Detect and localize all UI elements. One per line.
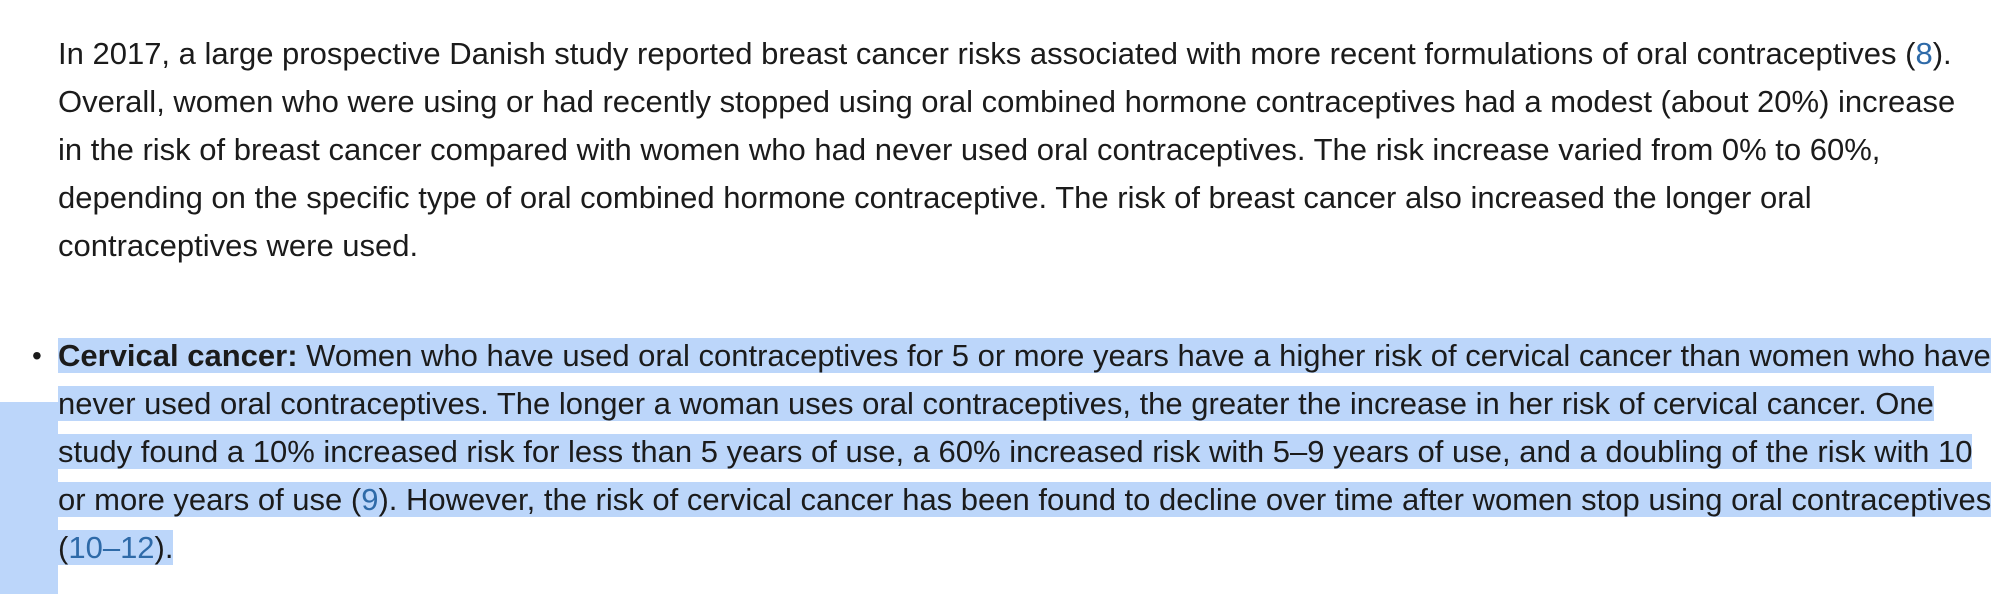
selection-margin-line-3 [0, 450, 58, 498]
list-item-text-3: ). [154, 530, 174, 565]
reference-link-9[interactable]: 9 [361, 482, 379, 517]
selection-margin-line-4 [0, 498, 58, 546]
reference-range-dash: – [102, 530, 121, 565]
paragraph-text-2: ). Overall, women who were using or had … [58, 36, 1956, 263]
list-item-heading: Cervical cancer: [58, 338, 298, 373]
list-item-text-1: Women who have used oral contraceptives … [58, 338, 1991, 517]
reference-link-8[interactable]: 8 [1915, 36, 1933, 71]
bullet-icon: • [32, 340, 42, 371]
selection-margin-line-5 [0, 546, 58, 594]
reference-link-12[interactable]: 12 [120, 530, 155, 565]
reference-link-10[interactable]: 10 [68, 530, 103, 565]
list-item-text-2: ). However, the risk of cervical cancer … [58, 482, 1992, 565]
paragraph-text-1: In 2017, a large prospective Danish stud… [58, 36, 1916, 71]
selection-margin-line-2 [0, 402, 58, 450]
breast-cancer-paragraph: In 2017, a large prospective Danish stud… [58, 30, 1958, 270]
list-item-cervical-cancer: • Cervical cancer: Women who have used o… [32, 332, 1993, 572]
article-body: In 2017, a large prospective Danish stud… [32, 30, 1998, 572]
selected-text: Cervical cancer: Women who have used ora… [58, 338, 1992, 565]
risk-list: • Cervical cancer: Women who have used o… [32, 332, 1998, 572]
